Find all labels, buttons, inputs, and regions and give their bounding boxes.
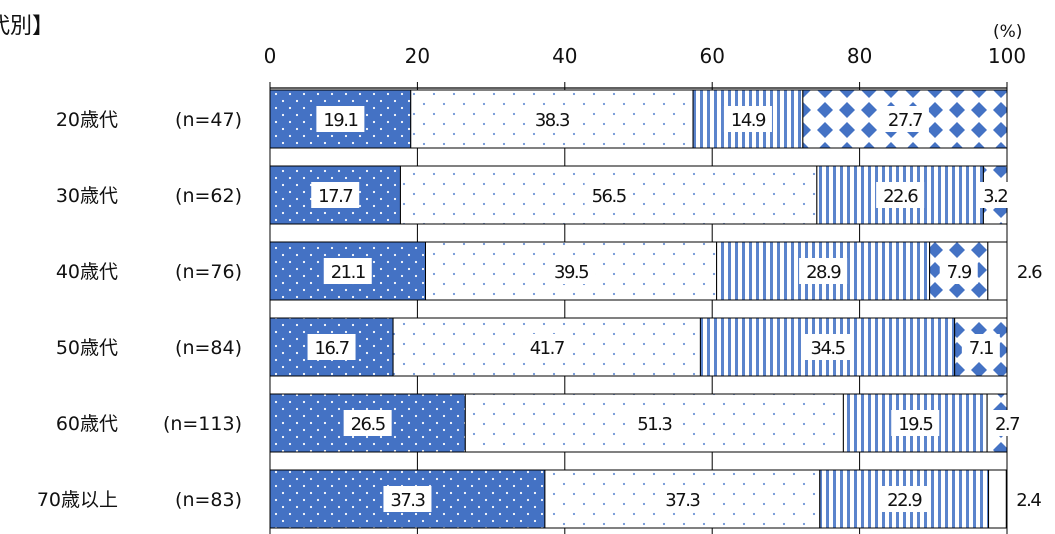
- data-label-background: [803, 334, 852, 360]
- data-label-background: [961, 334, 1000, 360]
- segment-stripes: [692, 89, 804, 149]
- data-label-background: [799, 258, 848, 284]
- data-label: 7.1: [969, 338, 993, 359]
- data-label-background: [880, 106, 929, 132]
- data-label: 17.7: [318, 186, 352, 207]
- data-label: 37.3: [665, 490, 700, 511]
- sample-size-label: (n=84): [175, 337, 242, 359]
- segment-light-dots: [392, 317, 701, 377]
- x-tick-label: 100: [988, 44, 1026, 68]
- data-label-background: [383, 486, 432, 512]
- segment-remainder: [987, 241, 1008, 301]
- data-label: 27.7: [888, 110, 922, 131]
- data-label-background: [522, 334, 571, 360]
- data-label: 3.2: [983, 186, 1007, 207]
- x-tick-label: 20: [405, 44, 430, 68]
- sample-size-label: (n=83): [175, 489, 242, 511]
- data-label: 14.9: [731, 110, 766, 131]
- category-label: 70歳以上: [37, 489, 118, 511]
- data-label-background: [323, 258, 372, 284]
- data-label: 37.3: [390, 490, 425, 511]
- data-label: 41.7: [530, 338, 564, 359]
- data-label-background: [876, 182, 925, 208]
- data-label: 22.9: [887, 490, 922, 511]
- data-label: 28.9: [806, 262, 841, 283]
- data-label: 7.9: [947, 262, 972, 283]
- data-label-background: [343, 410, 392, 436]
- unit-label: (%): [993, 22, 1023, 42]
- data-label: 56.5: [592, 186, 626, 207]
- data-label: 2.4: [1016, 490, 1041, 511]
- data-label-background: [939, 258, 978, 284]
- data-label: 39.5: [554, 262, 588, 283]
- sample-size-label: (n=76): [175, 261, 242, 283]
- x-tick-label: 60: [699, 44, 724, 68]
- data-label: 19.5: [898, 414, 932, 435]
- data-label: 19.1: [323, 110, 357, 131]
- data-label-background: [311, 182, 360, 208]
- data-label-background: [316, 106, 365, 132]
- data-label: 38.3: [535, 110, 570, 131]
- data-label-background: [988, 410, 1027, 436]
- category-label: 30歳代: [56, 185, 118, 207]
- data-label: 51.3: [637, 414, 672, 435]
- data-label: 2.6: [1017, 262, 1042, 283]
- data-label-background: [880, 486, 929, 512]
- data-label-background: [307, 334, 356, 360]
- x-tick-label: 80: [847, 44, 872, 68]
- data-label: 16.7: [315, 338, 349, 359]
- data-label-background: [891, 410, 940, 436]
- x-tick-label: 0: [264, 44, 277, 68]
- sample-size-label: (n=113): [163, 413, 242, 435]
- category-label: 20歳代: [56, 109, 118, 131]
- data-label: 34.5: [811, 338, 845, 359]
- category-label: 60歳代: [56, 413, 118, 435]
- category-label: 50歳代: [56, 337, 118, 359]
- data-label-background: [584, 182, 633, 208]
- chart-title: 代別】: [0, 14, 55, 39]
- data-label-background: [658, 486, 707, 512]
- x-tick-label: 40: [552, 44, 577, 68]
- sample-size-label: (n=62): [175, 185, 242, 207]
- data-label-background: [723, 106, 772, 132]
- sample-size-label: (n=47): [175, 109, 242, 131]
- category-label: 40歳代: [56, 261, 118, 283]
- data-label-background: [630, 410, 679, 436]
- data-label: 21.1: [331, 262, 365, 283]
- data-label: 26.5: [351, 414, 385, 435]
- segment-remainder: [988, 469, 1007, 529]
- data-label: 22.6: [883, 186, 918, 207]
- data-label-background: [527, 106, 576, 132]
- data-label-background: [547, 258, 596, 284]
- data-label: 2.7: [995, 414, 1019, 435]
- data-label-background: [976, 182, 1015, 208]
